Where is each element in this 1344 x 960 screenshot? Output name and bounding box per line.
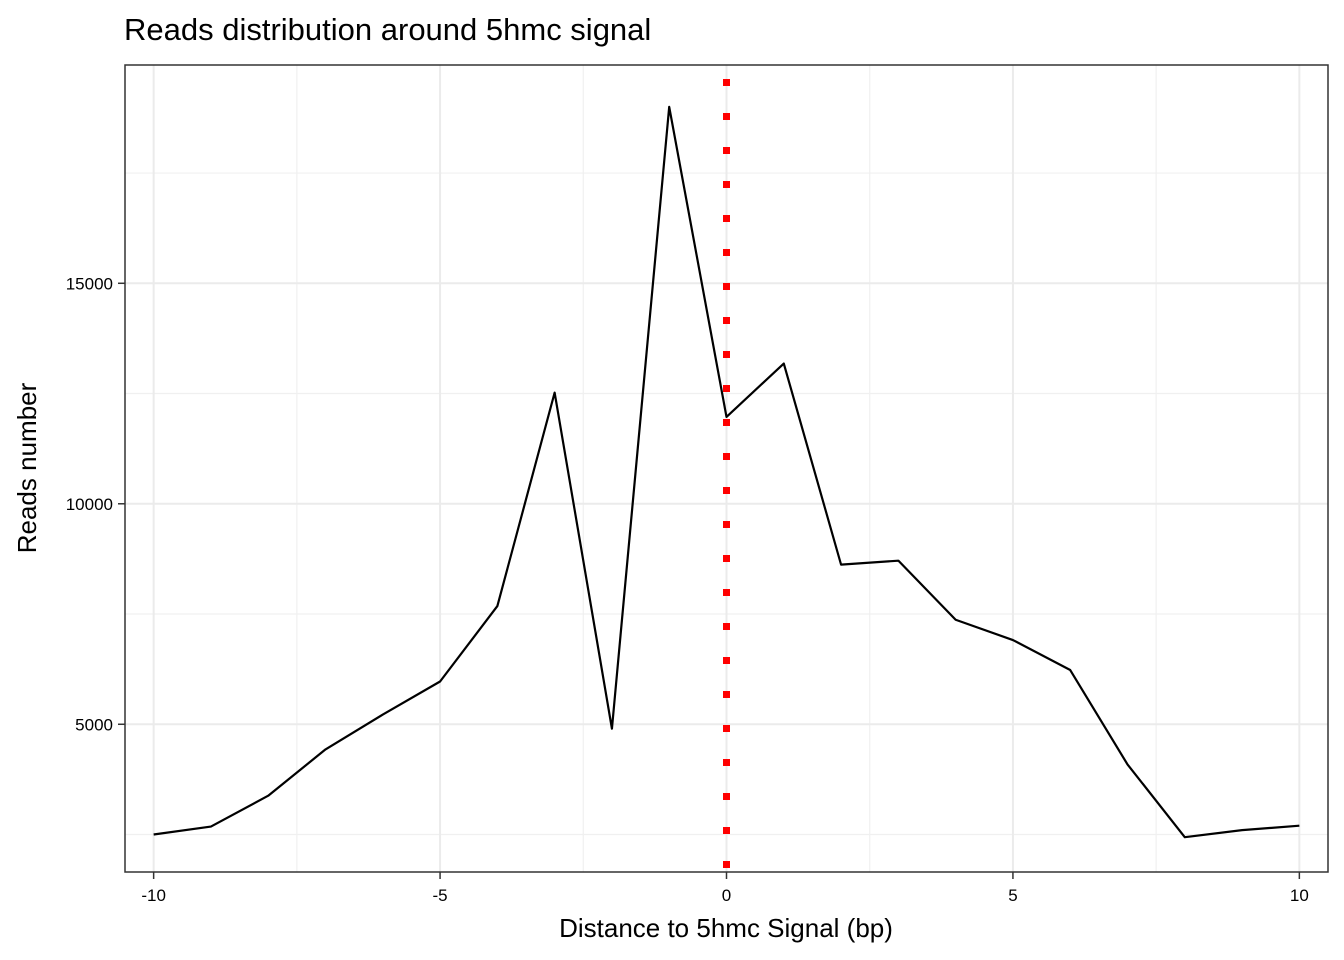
grid-major bbox=[125, 65, 1328, 872]
y-axis: 5000 10000 15000 bbox=[66, 274, 125, 734]
y-tick-label: 10000 bbox=[66, 495, 113, 514]
x-tick-label: -10 bbox=[141, 886, 166, 905]
x-tick-label: 10 bbox=[1290, 886, 1309, 905]
y-tick-label: 15000 bbox=[66, 274, 113, 293]
x-tick-label: 0 bbox=[722, 886, 731, 905]
x-axis-title: Distance to 5hmc Signal (bp) bbox=[559, 913, 893, 943]
x-tick-label: 5 bbox=[1008, 886, 1017, 905]
y-tick-label: 5000 bbox=[75, 715, 113, 734]
x-tick-label: -5 bbox=[433, 886, 448, 905]
y-axis-title: Reads number bbox=[12, 382, 42, 553]
x-axis: -10 -5 0 5 10 bbox=[141, 872, 1309, 905]
data-points bbox=[153, 106, 1300, 838]
chart-title: Reads distribution around 5hmc signal bbox=[124, 12, 651, 47]
